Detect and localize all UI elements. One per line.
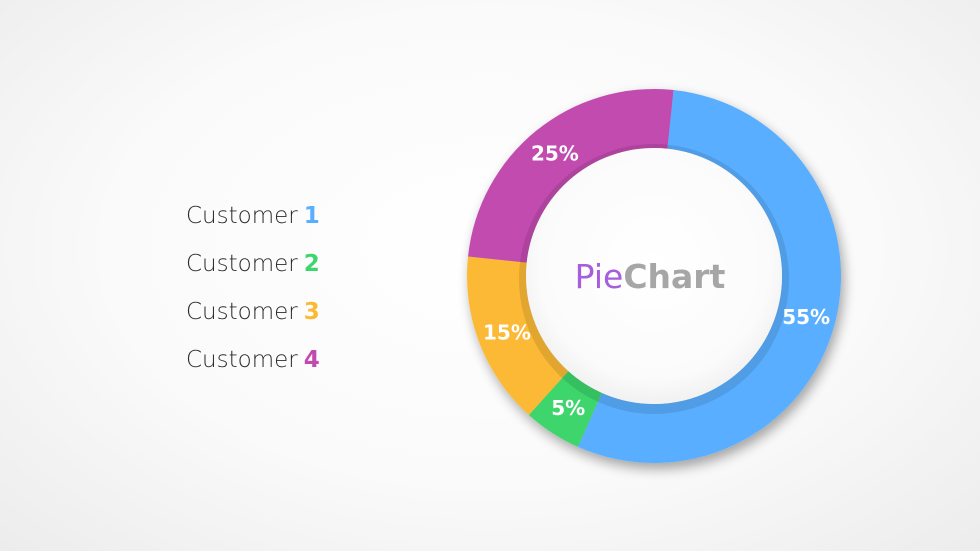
slice-label-customer-2: 5% [551, 396, 585, 420]
chart-title-part-0: Pie [575, 257, 624, 296]
legend-label: Customer [186, 251, 298, 277]
chart-title: PieChart [575, 257, 726, 296]
slice-label-customer-1: 55% [782, 305, 830, 329]
slice-labels: 55% 5% 15% 25% [483, 142, 830, 420]
legend-label: Customer [186, 347, 298, 373]
slice-customer-3 [467, 256, 569, 415]
legend-label: Customer [186, 299, 298, 325]
slice-customer-1 [577, 90, 841, 464]
legend-item-customer-2: Customer 2 [186, 246, 320, 294]
donut-slices [467, 89, 841, 464]
donut-center [526, 148, 782, 404]
legend-label: Customer [186, 203, 298, 229]
legend-number: 1 [303, 203, 320, 229]
slice-customer-2 [528, 371, 602, 447]
legend-number: 3 [303, 299, 320, 325]
legend-item-customer-3: Customer 3 [186, 294, 320, 342]
legend-item-customer-4: Customer 4 [186, 342, 320, 390]
slice-label-customer-3: 15% [483, 320, 531, 344]
chart-legend: Customer 1 Customer 2 Customer 3 Customer 4 [186, 198, 320, 390]
legend-number: 2 [303, 251, 320, 277]
chart-title-part-1: Chart [623, 257, 725, 296]
legend-number: 4 [303, 347, 320, 373]
slice-customer-4 [468, 89, 674, 263]
slice-label-customer-4: 25% [531, 142, 579, 166]
legend-item-customer-1: Customer 1 [186, 198, 320, 246]
